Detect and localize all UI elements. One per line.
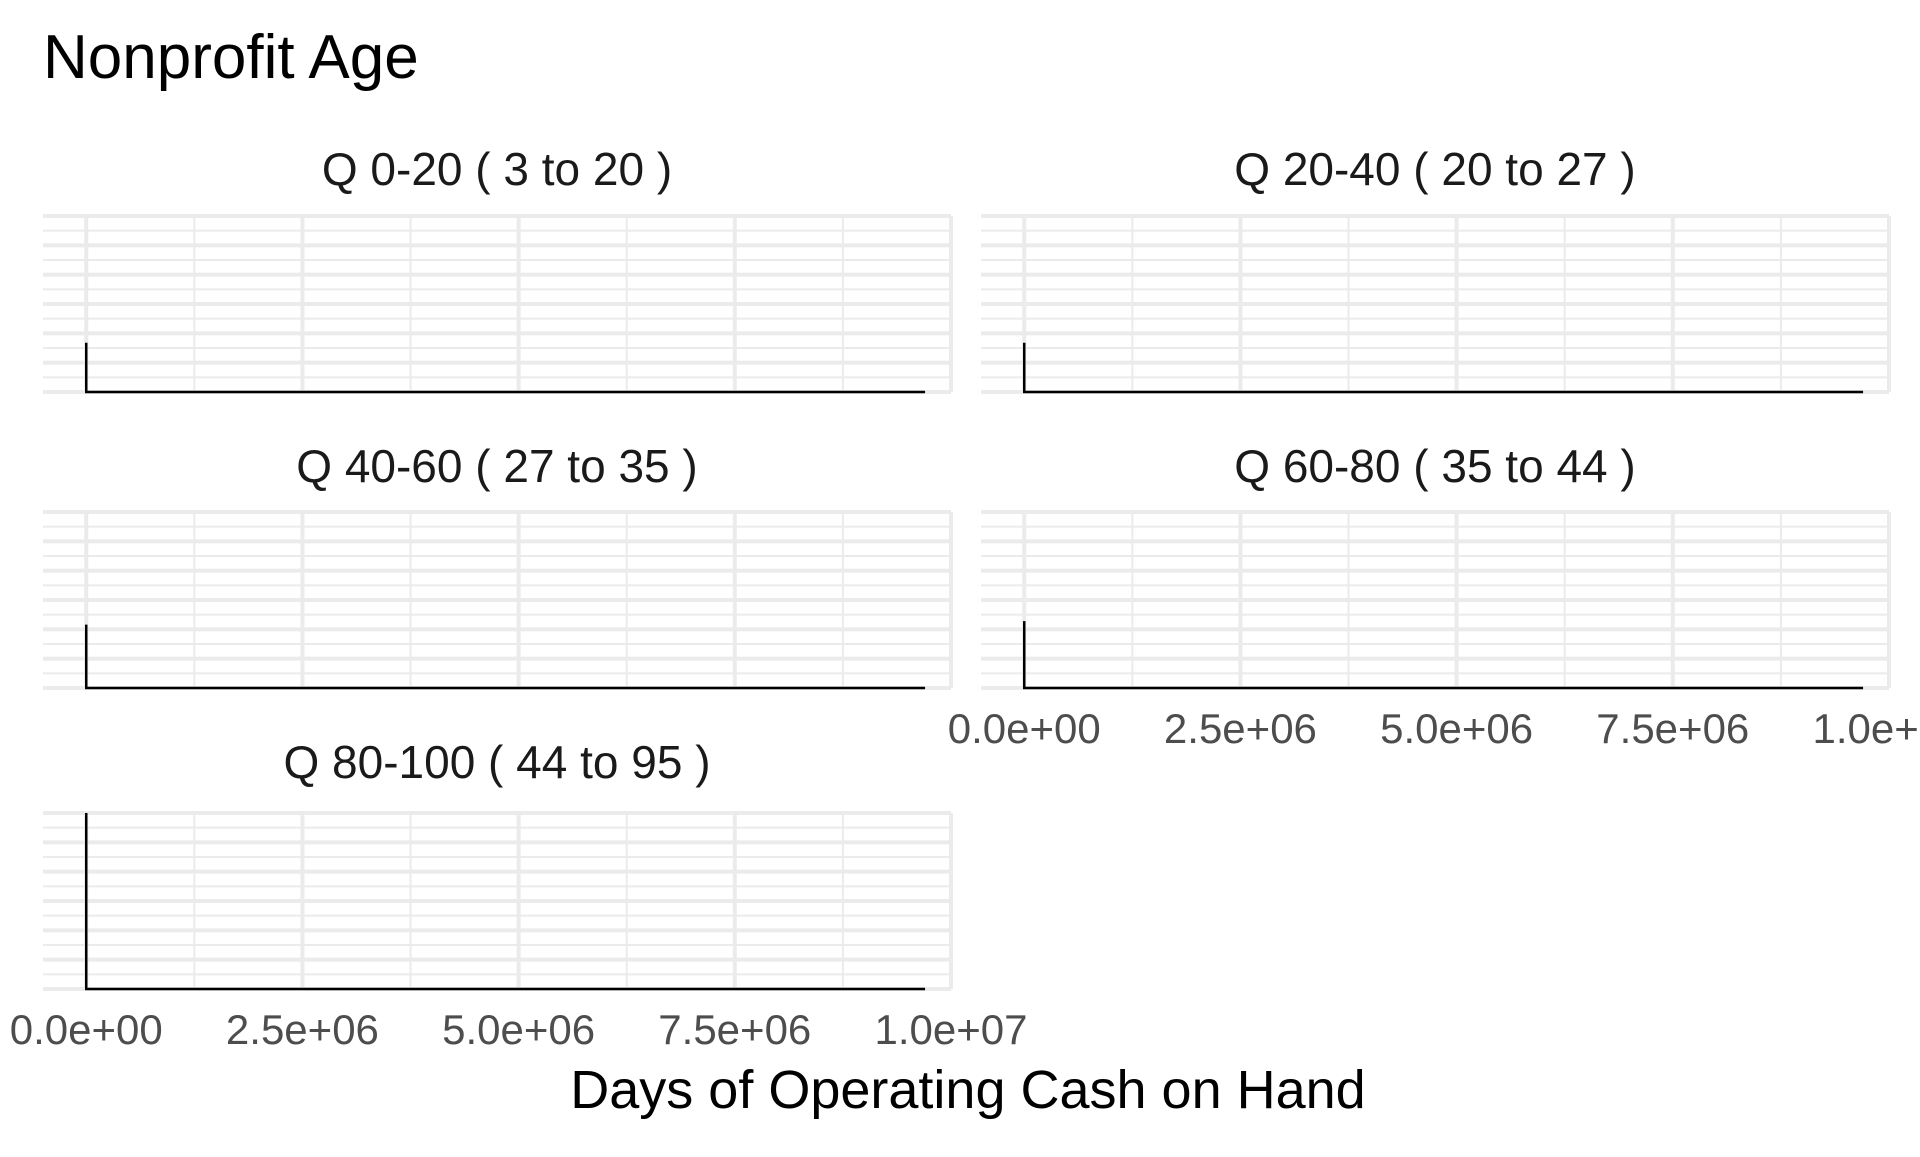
x-tick-label: 1.0e+07 — [875, 1006, 1028, 1053]
panel-label: Q 60-80 ( 35 to 44 ) — [1234, 440, 1635, 492]
x-tick-label: 7.5e+06 — [658, 1006, 811, 1053]
panel-label: Q 80-100 ( 44 to 95 ) — [283, 736, 710, 788]
x-tick-label: 5.0e+06 — [1380, 705, 1533, 752]
x-tick-label: 0.0e+00 — [10, 1006, 163, 1053]
x-tick-label: 2.5e+06 — [1164, 705, 1317, 752]
chart-title: Nonprofit Age — [43, 23, 419, 92]
panel-label: Q 0-20 ( 3 to 20 ) — [322, 143, 672, 195]
x-tick-label: 7.5e+06 — [1596, 705, 1749, 752]
panel-label: Q 20-40 ( 20 to 27 ) — [1234, 143, 1635, 195]
panels: Q 0-20 ( 3 to 20 ) Q 20-40 ( 20 to 27 ) Q … — [10, 143, 1920, 1053]
x-tick-label: 2.5e+06 — [226, 1006, 379, 1053]
density-line — [86, 343, 925, 392]
x-axis-label: Days of Operating Cash on Hand — [570, 1060, 1365, 1120]
panel-label: Q 40-60 ( 27 to 35 ) — [296, 440, 697, 492]
density-line — [86, 625, 925, 688]
x-tick-label: 5.0e+06 — [442, 1006, 595, 1053]
x-tick-label: 1.0e+07 — [1813, 705, 1920, 752]
x-tick-label: 0.0e+00 — [948, 705, 1101, 752]
density-line — [1024, 343, 1863, 392]
